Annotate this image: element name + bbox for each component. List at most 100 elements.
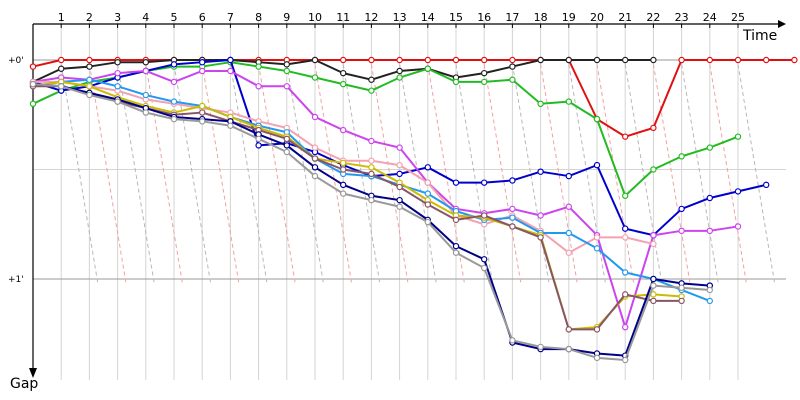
data-point	[86, 63, 93, 70]
data-point	[706, 297, 714, 305]
data-point	[650, 56, 657, 64]
data-point	[650, 231, 657, 239]
data-point	[198, 109, 206, 116]
data-point	[340, 159, 347, 167]
data-point	[622, 192, 629, 199]
data-point	[537, 100, 544, 108]
data-point	[29, 100, 37, 108]
x-tick-label: 14	[421, 11, 435, 24]
data-point	[86, 76, 93, 83]
data-point	[170, 78, 178, 86]
data-point	[622, 56, 629, 64]
data-point	[734, 223, 742, 230]
series-group	[29, 56, 798, 364]
data-point	[368, 137, 375, 145]
data-point	[170, 98, 178, 105]
lap-guide	[427, 64, 465, 284]
data-point	[537, 212, 544, 219]
data-point	[198, 102, 206, 110]
data-point	[283, 83, 290, 90]
data-point	[311, 113, 319, 121]
data-point	[509, 205, 516, 213]
data-point	[481, 179, 488, 186]
data-point	[706, 194, 714, 202]
data-point	[198, 58, 206, 66]
x-tick-label: 13	[393, 11, 407, 24]
x-tick-label: 7	[227, 11, 234, 24]
x-tick-label: 1	[58, 11, 65, 24]
data-point	[565, 98, 573, 105]
data-point	[311, 172, 319, 180]
data-point	[650, 124, 657, 132]
data-point	[198, 118, 206, 125]
x-tick-label: 23	[675, 11, 689, 24]
lap-guide	[229, 64, 268, 284]
data-point	[481, 78, 488, 86]
data-point	[396, 196, 403, 204]
lap-guide	[399, 64, 437, 284]
data-point	[481, 69, 488, 77]
lap-guide	[596, 64, 635, 284]
x-tick-label: 5	[171, 11, 178, 24]
data-point	[424, 201, 431, 208]
data-point	[142, 91, 149, 99]
data-point	[593, 115, 601, 123]
data-point	[283, 148, 290, 156]
data-point	[368, 56, 375, 64]
data-point	[678, 227, 685, 235]
series-line	[32, 59, 795, 138]
x-tick-label: 12	[364, 11, 378, 24]
data-point	[340, 126, 347, 134]
x-tick-label: 15	[449, 11, 463, 24]
data-point	[340, 80, 347, 88]
data-point	[650, 282, 657, 289]
data-point	[424, 218, 431, 226]
series-line	[32, 69, 739, 329]
data-point	[622, 269, 629, 276]
lap-guide	[88, 64, 127, 284]
data-point	[452, 216, 460, 224]
data-point	[650, 275, 657, 283]
data-point	[227, 56, 234, 64]
data-point	[565, 326, 573, 333]
data-point	[255, 83, 262, 90]
data-point	[58, 56, 65, 64]
data-point	[622, 133, 629, 140]
lap-guide	[624, 64, 663, 284]
data-point	[593, 234, 601, 241]
y-tick-label: +1'	[8, 275, 24, 285]
lap-guide	[342, 64, 381, 284]
data-point	[368, 196, 375, 204]
series-5	[29, 67, 742, 331]
lap-guide	[737, 64, 776, 284]
data-point	[452, 78, 460, 86]
series-line	[32, 80, 682, 331]
lap-guide	[258, 64, 296, 284]
data-point	[481, 256, 488, 263]
lap-guide	[455, 64, 494, 284]
x-tick-label: 6	[199, 11, 206, 24]
data-point	[170, 115, 178, 123]
lap-guide	[652, 64, 691, 284]
data-point	[86, 56, 93, 64]
lap-guide	[173, 64, 212, 284]
data-point	[622, 291, 629, 298]
data-point	[424, 65, 431, 72]
data-point	[452, 179, 460, 186]
data-point	[396, 161, 403, 169]
data-point	[227, 67, 234, 75]
data-point	[650, 297, 657, 305]
data-point	[650, 240, 657, 248]
x-tick-label: 10	[308, 11, 322, 24]
data-point	[509, 177, 516, 184]
x-tick-label: 4	[142, 11, 149, 24]
data-point	[565, 345, 573, 353]
data-point	[396, 56, 403, 64]
series-line	[33, 85, 682, 331]
data-point	[368, 164, 375, 171]
data-point	[791, 56, 798, 64]
data-point	[452, 249, 460, 256]
data-point	[340, 190, 347, 197]
data-point	[396, 67, 403, 75]
